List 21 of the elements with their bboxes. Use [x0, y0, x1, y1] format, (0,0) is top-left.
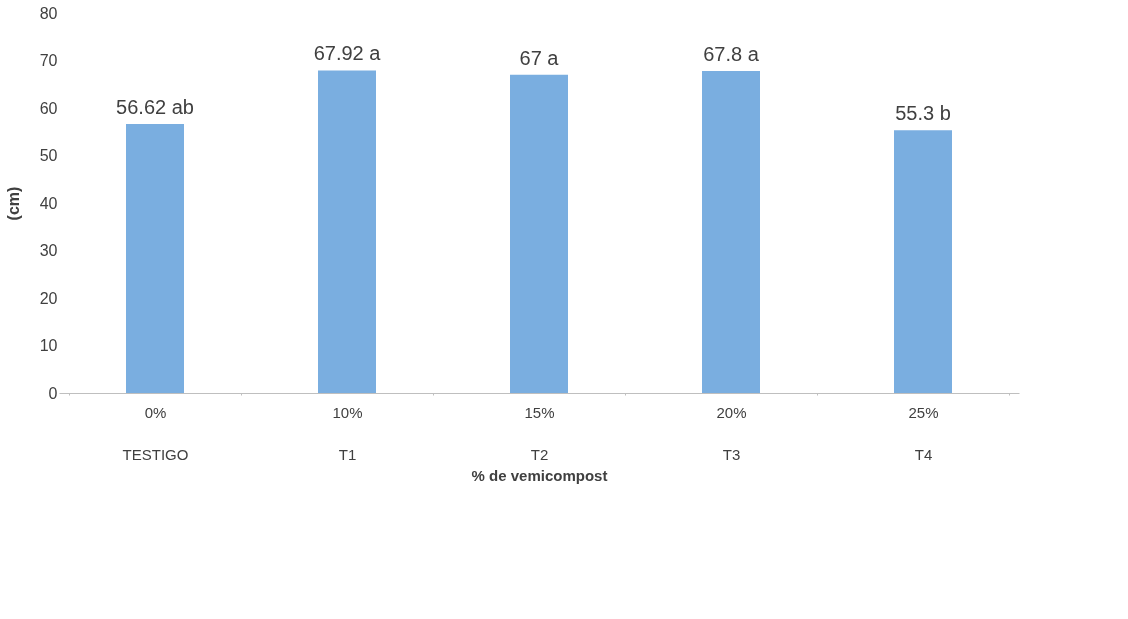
- data-label: 55.3 b: [895, 102, 951, 125]
- data-label: 67.92 a: [313, 42, 382, 65]
- data-label: 67.8 a: [703, 42, 760, 65]
- data-label: 56.62 ab: [116, 96, 194, 119]
- y-tick-label: 80: [39, 4, 58, 22]
- category-label: 25% T4: [908, 403, 939, 463]
- category-label: 0% TESTIGO: [122, 403, 189, 463]
- y-tick-label: 20: [39, 289, 58, 307]
- data-label: 67 a: [519, 46, 560, 69]
- y-tick-label: 70: [39, 52, 58, 69]
- y-tick-label: 50: [39, 147, 58, 164]
- y-axis-title: (cm): [4, 186, 22, 221]
- y-tick-label: 10: [39, 337, 58, 354]
- y-tick-label: 60: [39, 99, 58, 117]
- category-label: 10% T1: [332, 403, 363, 463]
- category-label: 15% T2: [524, 403, 555, 463]
- y-tick-label: 40: [39, 194, 58, 212]
- category-label: 20% T3: [716, 403, 747, 463]
- y-tick-label: 0: [48, 384, 58, 402]
- y-tick-label: 30: [39, 242, 58, 259]
- x-axis-title: % de vemicompost: [471, 466, 608, 484]
